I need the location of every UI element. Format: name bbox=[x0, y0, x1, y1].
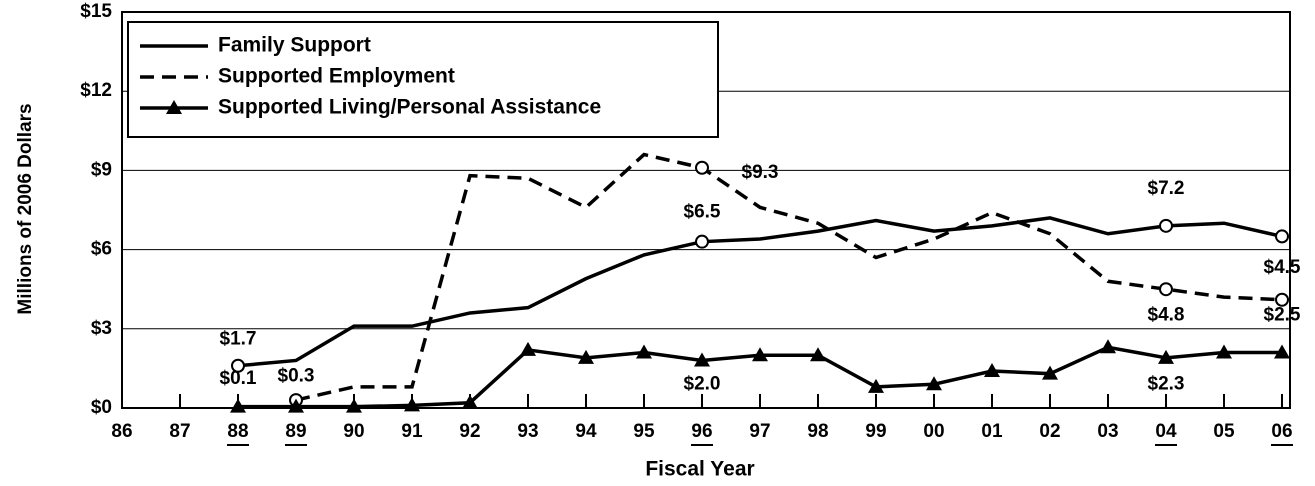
annotation: $4.5 bbox=[1264, 257, 1301, 278]
legend-box bbox=[127, 21, 719, 138]
annotation: $2.5 bbox=[1264, 305, 1301, 326]
point-marker bbox=[1158, 349, 1174, 364]
x-tick-label: 86 bbox=[111, 421, 132, 442]
annotation: $0.1 bbox=[220, 368, 257, 389]
y-tick-label: $12 bbox=[80, 80, 112, 101]
point-marker bbox=[868, 378, 884, 393]
point-marker bbox=[694, 352, 710, 367]
x-tick-label: 92 bbox=[459, 421, 480, 442]
point-marker bbox=[462, 394, 478, 409]
point-highlight bbox=[231, 358, 245, 373]
y-tick-label: $0 bbox=[91, 397, 112, 418]
x-tick-label: 97 bbox=[749, 421, 770, 442]
point-marker bbox=[578, 349, 594, 364]
series-line bbox=[295, 152, 1283, 402]
x-tick-label: 93 bbox=[517, 421, 538, 442]
annotation: $2.0 bbox=[684, 373, 721, 394]
annotation: $7.2 bbox=[1148, 178, 1185, 199]
annotation: $4.8 bbox=[1148, 305, 1185, 326]
point-marker bbox=[1042, 365, 1058, 380]
x-tick-label: 04 bbox=[1155, 421, 1177, 442]
point-marker bbox=[1100, 339, 1116, 354]
legend-label: Supported Employment bbox=[218, 65, 455, 88]
point-highlight bbox=[1159, 218, 1173, 233]
point-highlight bbox=[695, 234, 709, 249]
legend-marker bbox=[166, 100, 182, 114]
point-highlight bbox=[1159, 282, 1173, 297]
annotation: $1.7 bbox=[220, 328, 257, 349]
point-marker bbox=[520, 341, 536, 356]
point-marker bbox=[288, 398, 304, 413]
x-tick-label: 06 bbox=[1271, 421, 1292, 442]
y-tick-label: $6 bbox=[91, 239, 112, 260]
point-highlight bbox=[1275, 229, 1289, 244]
y-tick-label: $3 bbox=[91, 318, 112, 339]
series-line bbox=[237, 216, 1283, 368]
plot-frame bbox=[121, 11, 1291, 409]
annotation: $2.3 bbox=[1148, 373, 1185, 394]
x-tick-label: 99 bbox=[865, 421, 886, 442]
point-marker bbox=[752, 347, 768, 362]
point-highlight bbox=[1275, 292, 1289, 307]
y-axis-label: Millions of 2006 Dollars bbox=[15, 103, 36, 314]
x-tick-label: 89 bbox=[285, 421, 306, 442]
y-tick-label: $15 bbox=[80, 1, 112, 22]
annotation: $9.3 bbox=[742, 162, 779, 183]
x-tick-label: 87 bbox=[169, 421, 190, 442]
x-tick-label: 01 bbox=[981, 421, 1003, 442]
point-highlight bbox=[695, 160, 709, 175]
x-tick-label: 88 bbox=[227, 421, 248, 442]
x-tick-label: 98 bbox=[807, 421, 828, 442]
point-marker bbox=[230, 398, 246, 413]
annotation: $0.3 bbox=[278, 365, 315, 386]
x-tick-label: 90 bbox=[343, 421, 364, 442]
x-axis-label: Fiscal Year bbox=[645, 458, 754, 481]
point-marker bbox=[926, 376, 942, 391]
x-tick-label: 05 bbox=[1213, 421, 1235, 442]
x-tick-label: 03 bbox=[1097, 421, 1118, 442]
legend-label: Supported Living/Personal Assistance bbox=[218, 96, 601, 119]
x-tick-label: 91 bbox=[401, 421, 423, 442]
x-tick-label: 95 bbox=[633, 421, 655, 442]
annotation: $6.5 bbox=[684, 202, 721, 223]
point-marker bbox=[984, 363, 1000, 378]
y-tick-label: $9 bbox=[91, 159, 112, 180]
point-marker bbox=[1274, 344, 1290, 359]
x-tick-label: 00 bbox=[923, 421, 944, 442]
point-marker bbox=[346, 398, 362, 413]
x-tick-label: 96 bbox=[691, 421, 712, 442]
x-tick-label: 94 bbox=[575, 421, 597, 442]
point-marker bbox=[404, 397, 420, 412]
point-marker bbox=[1216, 344, 1232, 359]
x-tick-label: 02 bbox=[1039, 421, 1060, 442]
point-marker bbox=[636, 344, 652, 359]
legend-label: Family Support bbox=[218, 34, 371, 57]
point-marker bbox=[810, 347, 826, 362]
